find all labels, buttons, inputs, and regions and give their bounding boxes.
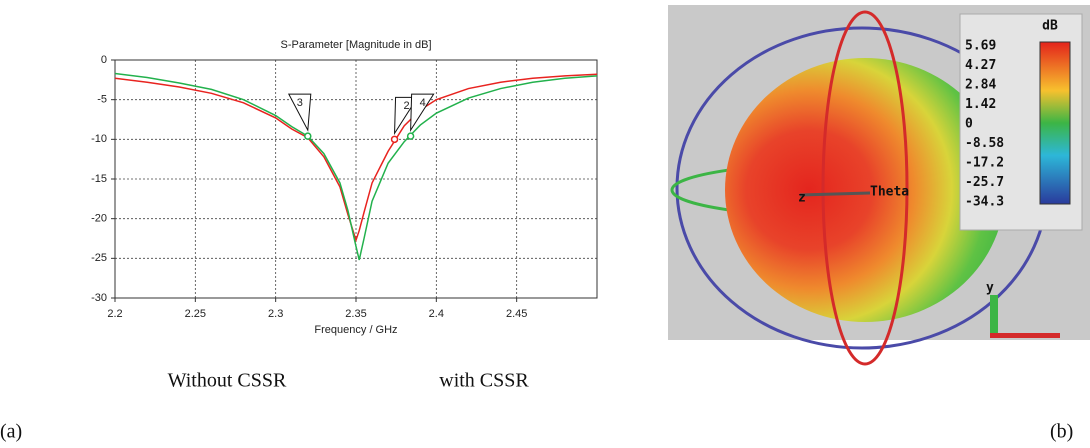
figure-canvas: Theta z y dB 5.69 4.27 2.84 1.42 0 -8.58 -17.2… [0, 0, 1090, 448]
marker [408, 133, 414, 139]
y-tick-label: -25 [91, 252, 107, 264]
colorbar-label: -17.2 [965, 156, 1004, 171]
colorbar-label: 2.84 [965, 78, 996, 93]
caption: (a) [0, 421, 22, 443]
colorbar-label: -34.3 [965, 195, 1004, 210]
colorbar-label: 1.42 [965, 97, 996, 112]
axis-label: y [986, 281, 994, 296]
x-tick-label: 2.3 [268, 308, 283, 320]
y-tick-label: -10 [91, 133, 107, 145]
colorbar-label: -8.58 [965, 136, 1004, 151]
colorbar-title: dB [1042, 19, 1058, 34]
colorbar-label: 5.69 [965, 39, 996, 54]
axis-arrow [990, 333, 1060, 338]
marker-label: 4 [420, 97, 426, 109]
axis-arrow [800, 193, 870, 195]
x-tick-label: 2.4 [429, 308, 444, 320]
y-tick-label: -30 [91, 292, 107, 304]
x-tick-label: 2.45 [506, 308, 527, 320]
caption: (b) [1050, 421, 1073, 443]
y-tick-label: 0 [101, 54, 107, 66]
axis-label: z [798, 191, 806, 206]
axis-label: Theta [870, 185, 909, 200]
axis-arrow [990, 295, 998, 333]
x-axis-label: Frequency / GHz [314, 324, 397, 336]
colorbar-label: 4.27 [965, 58, 996, 73]
y-tick-label: -5 [97, 94, 107, 106]
legend-label: with CSSR [439, 370, 529, 392]
colorbar [1040, 42, 1070, 204]
colorbar-label: 0 [965, 117, 973, 132]
marker-label: 2 [403, 100, 409, 112]
legend-label: Without CSSR [168, 370, 287, 392]
colorbar-label: -25.7 [965, 175, 1004, 190]
y-tick-label: -20 [91, 213, 107, 225]
y-tick-label: -15 [91, 173, 107, 185]
x-tick-label: 2.2 [107, 308, 122, 320]
marker [305, 133, 311, 139]
chart-title: S-Parameter [Magnitude in dB] [280, 39, 431, 51]
x-tick-label: 2.35 [345, 308, 366, 320]
figure: Theta z y dB 5.69 4.27 2.84 1.42 0 -8.58 -17.2… [0, 0, 1090, 448]
marker-label: 3 [297, 97, 303, 109]
marker [392, 136, 398, 142]
x-tick-label: 2.25 [185, 308, 206, 320]
